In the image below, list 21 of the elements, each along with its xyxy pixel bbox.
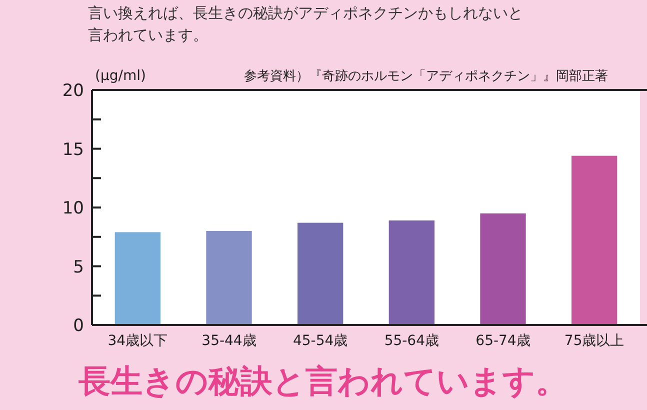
- x-tick-label: 34歳以下: [108, 333, 168, 349]
- text: 長生きの秘訣と言われています。: [78, 362, 568, 400]
- y-tick-label: 10: [62, 198, 84, 218]
- bar: [388, 220, 434, 325]
- y-tick-label: 5: [73, 257, 84, 278]
- bar: [572, 156, 618, 325]
- bar: [480, 213, 526, 325]
- text: 参考資料）『奇跡のホルモン「アディポネクチン」』岡部正著: [244, 69, 608, 84]
- y-tick-label: 15: [62, 140, 84, 160]
- y-tick-label: 20: [62, 81, 84, 101]
- x-tick-label: 45-54歳: [292, 333, 348, 349]
- bar: [298, 222, 344, 325]
- text: 言い換えれば、長生きの秘訣がアディポネクチンかもしれないと言われています。: [88, 3, 524, 46]
- y-tick-label: 0: [73, 316, 84, 336]
- bar: [206, 231, 252, 325]
- x-tick-label: 75歳以上: [564, 333, 624, 349]
- bar: [114, 232, 160, 325]
- y-axis-title: (µg/ml): [95, 68, 146, 84]
- x-tick-label: 65-74歳: [476, 333, 530, 349]
- x-tick-label: 55-64歳: [384, 333, 440, 349]
- x-tick-label: 35-44歳: [202, 333, 256, 349]
